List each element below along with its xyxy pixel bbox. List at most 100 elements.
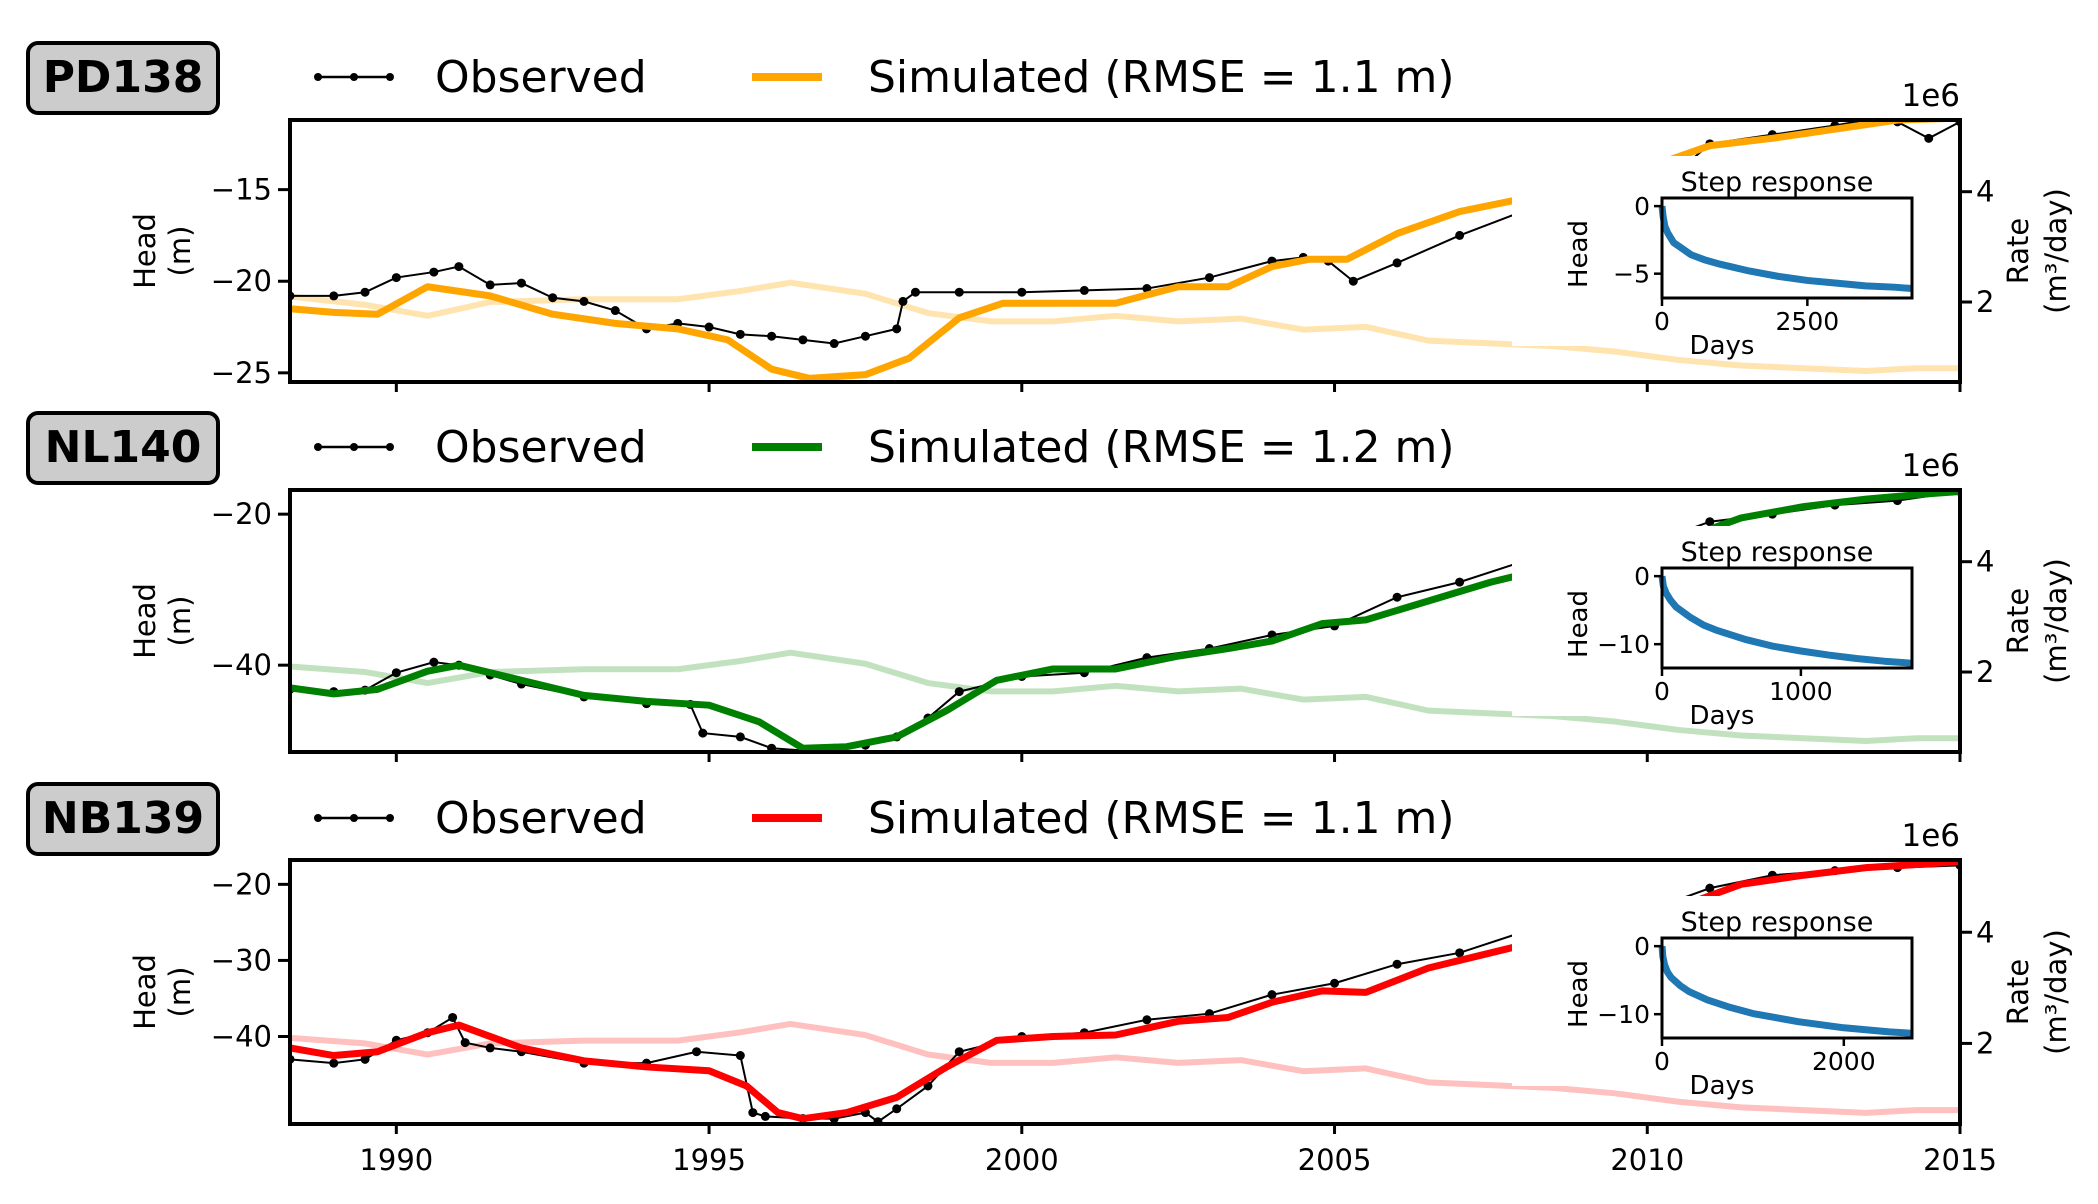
axes-frame <box>288 118 1962 384</box>
x-tick-label: 2000 <box>985 1143 1059 1177</box>
observed-point <box>360 1054 370 1064</box>
observed-point <box>704 322 714 332</box>
inset-x-label: Days <box>1690 331 1755 361</box>
y2-axis-label: Rate <box>2001 218 2035 285</box>
well-label-box <box>26 41 220 115</box>
observed-point <box>485 1043 495 1053</box>
inset-frame <box>1660 196 1914 300</box>
y-axis-label: Head <box>128 954 162 1030</box>
axis-exponent: 1e6 <box>1901 818 1960 854</box>
observed-point <box>735 329 745 339</box>
panel-nb139: NB139 Observed Simulated (RMSE = 1.1 m) −40… <box>26 782 2073 1177</box>
inset-x-tick-label: 2500 <box>1776 307 1840 336</box>
legend-observed-marker <box>386 73 394 81</box>
inset-y-tick-label: −10 <box>1597 630 1650 659</box>
well-label-box <box>26 411 220 485</box>
rate-line <box>290 1020 1960 1116</box>
observed-point <box>516 278 526 288</box>
y-axis-unit: (m) <box>163 596 197 647</box>
observed-point <box>767 743 777 752</box>
inset-y-tick-label: 0 <box>1634 932 1650 961</box>
observed-point <box>610 306 620 316</box>
observed-point <box>860 331 870 341</box>
inset-y-tick-label: −10 <box>1597 1000 1650 1029</box>
observed-point <box>429 267 439 277</box>
observed-point <box>1455 230 1465 240</box>
observed-point <box>735 1051 745 1061</box>
inset-x-tick-label: 0 <box>1654 1047 1670 1076</box>
well-label: NL140 <box>45 422 202 473</box>
inset-frame <box>1660 936 1914 1040</box>
rate-line <box>290 649 1960 744</box>
observed-point <box>892 1104 902 1114</box>
legend-observed-marker <box>386 814 394 822</box>
observed-point <box>1348 276 1358 286</box>
observed-point <box>1142 1015 1152 1025</box>
observed-point <box>829 339 839 349</box>
observed-point <box>1267 990 1277 1000</box>
observed-point <box>798 335 808 345</box>
legend-observed-label: Observed <box>435 793 647 844</box>
observed-point <box>767 331 777 341</box>
inset-y-label: Head <box>1564 960 1594 1028</box>
observed-point <box>1330 978 1340 988</box>
x-tick-label: 1995 <box>672 1143 746 1177</box>
observed-point <box>1705 883 1715 893</box>
inset-y-label: Head <box>1564 590 1594 658</box>
y-tick-label: −30 <box>211 943 272 977</box>
observed-point <box>485 280 495 290</box>
axes-frame <box>288 858 1962 1126</box>
panel-pd138: PD138 Observed Simulated (RMSE = 1.1 m) −25… <box>26 41 2073 392</box>
observed-point <box>898 296 908 306</box>
observed-point <box>1455 948 1465 958</box>
inset-background <box>1512 526 1937 716</box>
legend-observed-label: Observed <box>435 52 647 103</box>
inset-background <box>1512 896 1937 1086</box>
legend: Observed Simulated (RMSE = 1.2 m) <box>314 422 1455 473</box>
axis-exponent: 1e6 <box>1901 448 1960 484</box>
observed-point <box>360 287 370 297</box>
observed-point <box>1392 592 1402 602</box>
observed-point <box>910 287 920 297</box>
observed-point <box>1392 959 1402 969</box>
y-tick-label: −40 <box>211 648 272 682</box>
observed-point <box>1924 133 1934 143</box>
inset-x-tick-label: 2000 <box>1812 1047 1876 1076</box>
y2-axis-label: Rate <box>2001 588 2035 655</box>
x-tick-label: 2010 <box>1610 1143 1684 1177</box>
y-axis-unit: (m) <box>163 226 197 277</box>
observed-point <box>1392 258 1402 268</box>
step-response-line <box>1658 575 1913 667</box>
observed-point <box>460 1038 470 1048</box>
y-tick-label: −20 <box>211 497 272 531</box>
legend-observed-marker <box>350 443 358 451</box>
well-label-box <box>26 782 220 856</box>
y2-tick-label: 2 <box>1976 285 1994 319</box>
step-response-line <box>1658 945 1913 1037</box>
y-tick-label: −25 <box>211 356 272 390</box>
legend-observed-marker <box>350 73 358 81</box>
inset-title: Step response <box>1681 537 1874 568</box>
observed-point <box>1204 273 1214 283</box>
y2-axis-label: Rate <box>2001 959 2035 1026</box>
inset-frame <box>1660 566 1914 670</box>
legend-observed-marker <box>314 73 322 81</box>
observed-point <box>892 324 902 334</box>
y-tick-label: −20 <box>211 264 272 298</box>
y-axis-label: Head <box>128 583 162 659</box>
inset-x-tick-label: 1000 <box>1769 677 1833 706</box>
y2-tick-label: 2 <box>1976 1026 1994 1060</box>
y2-axis-unit: (m³/day) <box>2039 188 2073 314</box>
y-tick-label: −15 <box>211 173 272 207</box>
x-tick-label: 2005 <box>1298 1143 1372 1177</box>
legend: Observed Simulated (RMSE = 1.1 m) <box>314 52 1455 103</box>
inset-x-tick-label: 0 <box>1654 307 1670 336</box>
observed-point <box>1455 577 1465 587</box>
y2-axis-unit: (m³/day) <box>2039 929 2073 1055</box>
observed-point <box>391 273 401 283</box>
observed-point <box>954 287 964 297</box>
